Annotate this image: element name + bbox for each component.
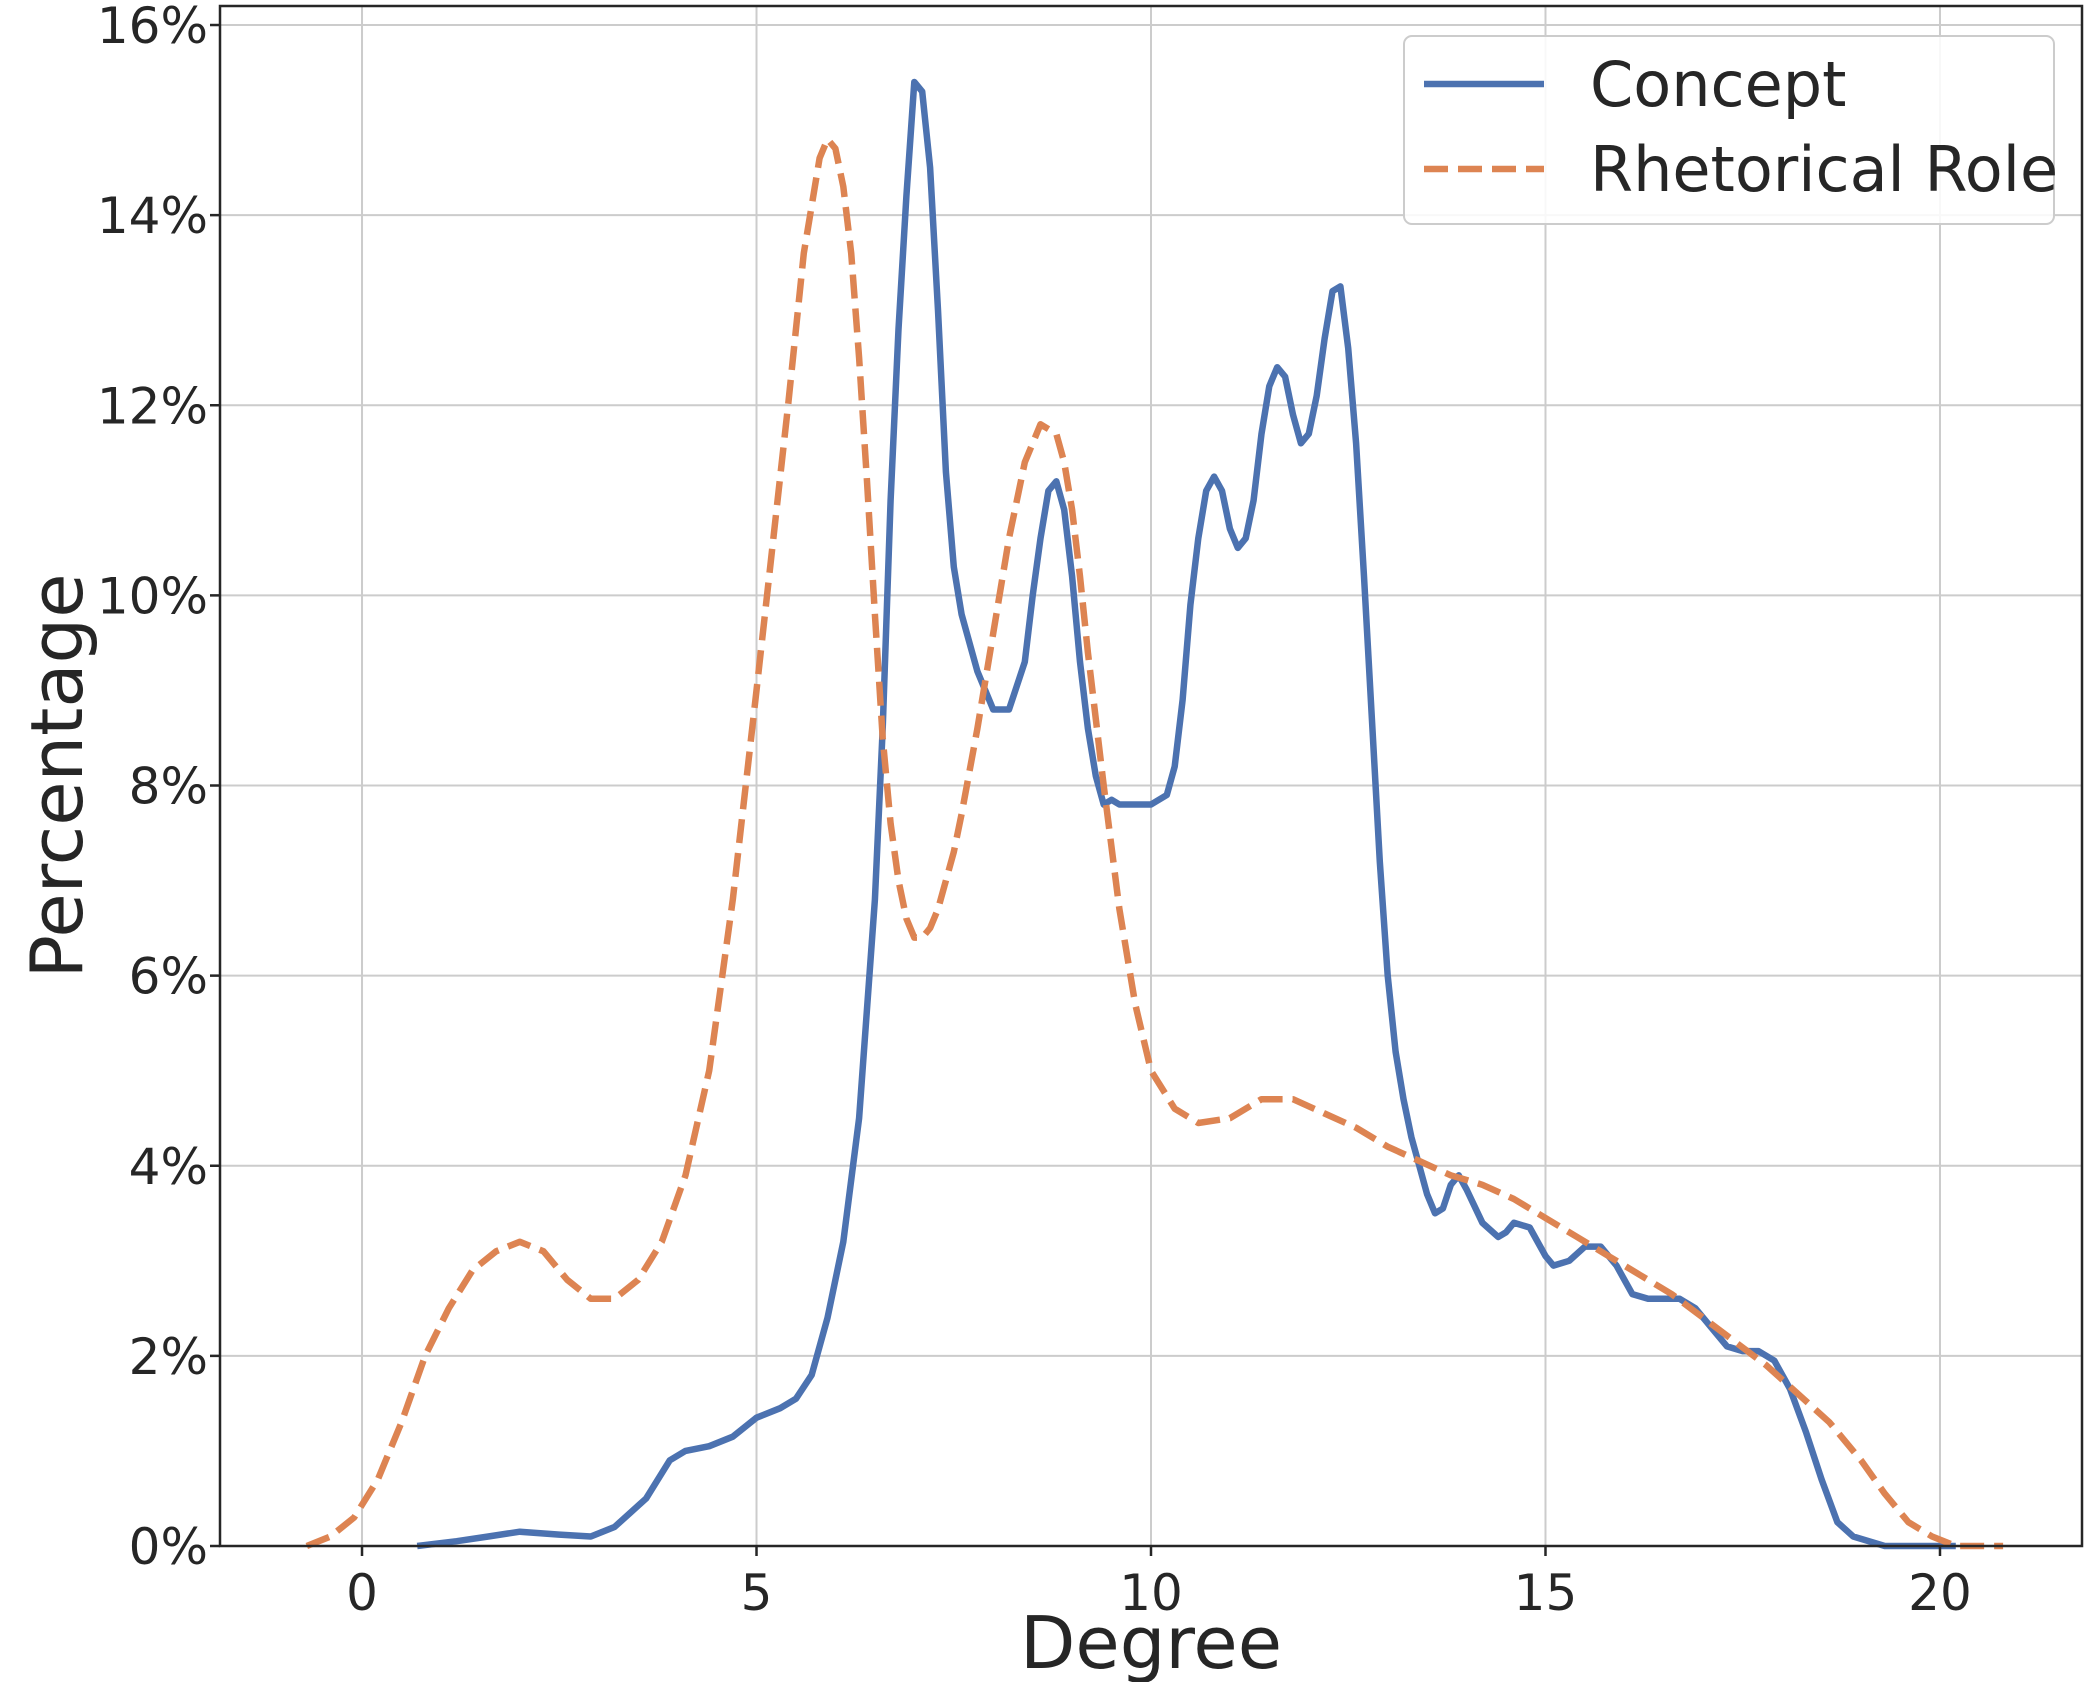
x-tick-label: 0: [346, 1564, 378, 1622]
y-axis-label: Percentage: [15, 573, 99, 978]
y-tick-label: 10%: [97, 567, 208, 625]
x-tick-label: 15: [1514, 1564, 1578, 1622]
y-tick-label: 16%: [97, 0, 208, 55]
y-tick-label: 4%: [129, 1138, 208, 1196]
y-tick-label: 12%: [97, 377, 208, 435]
x-tick-label: 20: [1908, 1564, 1972, 1622]
legend: Concept Rhetorical Role: [1403, 35, 2058, 225]
x-tick-label: 5: [741, 1564, 773, 1622]
x-axis-ticks: 0 5 10 15 20: [346, 1546, 1972, 1622]
x-axis-label: Degree: [1020, 1601, 1282, 1682]
y-tick-label: 0%: [129, 1518, 208, 1576]
x-tick-label: 10: [1119, 1564, 1183, 1622]
y-tick-label: 6%: [129, 948, 208, 1006]
y-tick-label: 2%: [129, 1328, 208, 1386]
legend-label-rhetorical-role: Rhetorical Role: [1590, 133, 2058, 206]
legend-label-concept: Concept: [1590, 48, 1846, 121]
legend-box: [1403, 35, 2055, 225]
y-axis-ticks: 0% 2% 4% 6% 8% 10% 12% 14% 16%: [97, 0, 220, 1576]
series-line-rhetorical-role: [305, 135, 2004, 1550]
y-tick-label: 8%: [129, 758, 208, 816]
y-tick-label: 14%: [97, 187, 208, 245]
series-lines: [305, 78, 2004, 1550]
